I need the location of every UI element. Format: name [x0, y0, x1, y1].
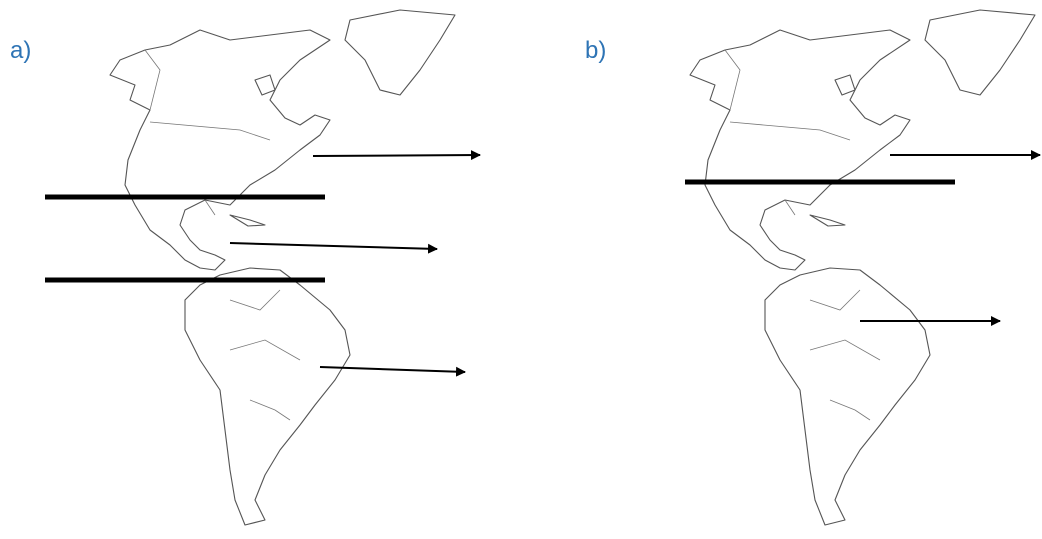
panel-label: a)	[10, 37, 31, 64]
map-outline	[109, 9, 456, 526]
map-outline	[689, 9, 1036, 526]
panel-label: b)	[585, 37, 606, 64]
panel-b: b)	[585, 9, 1041, 526]
arrow	[312, 150, 481, 161]
arrow	[229, 242, 438, 254]
arrow	[319, 366, 466, 377]
panel-a: a)	[10, 9, 481, 526]
